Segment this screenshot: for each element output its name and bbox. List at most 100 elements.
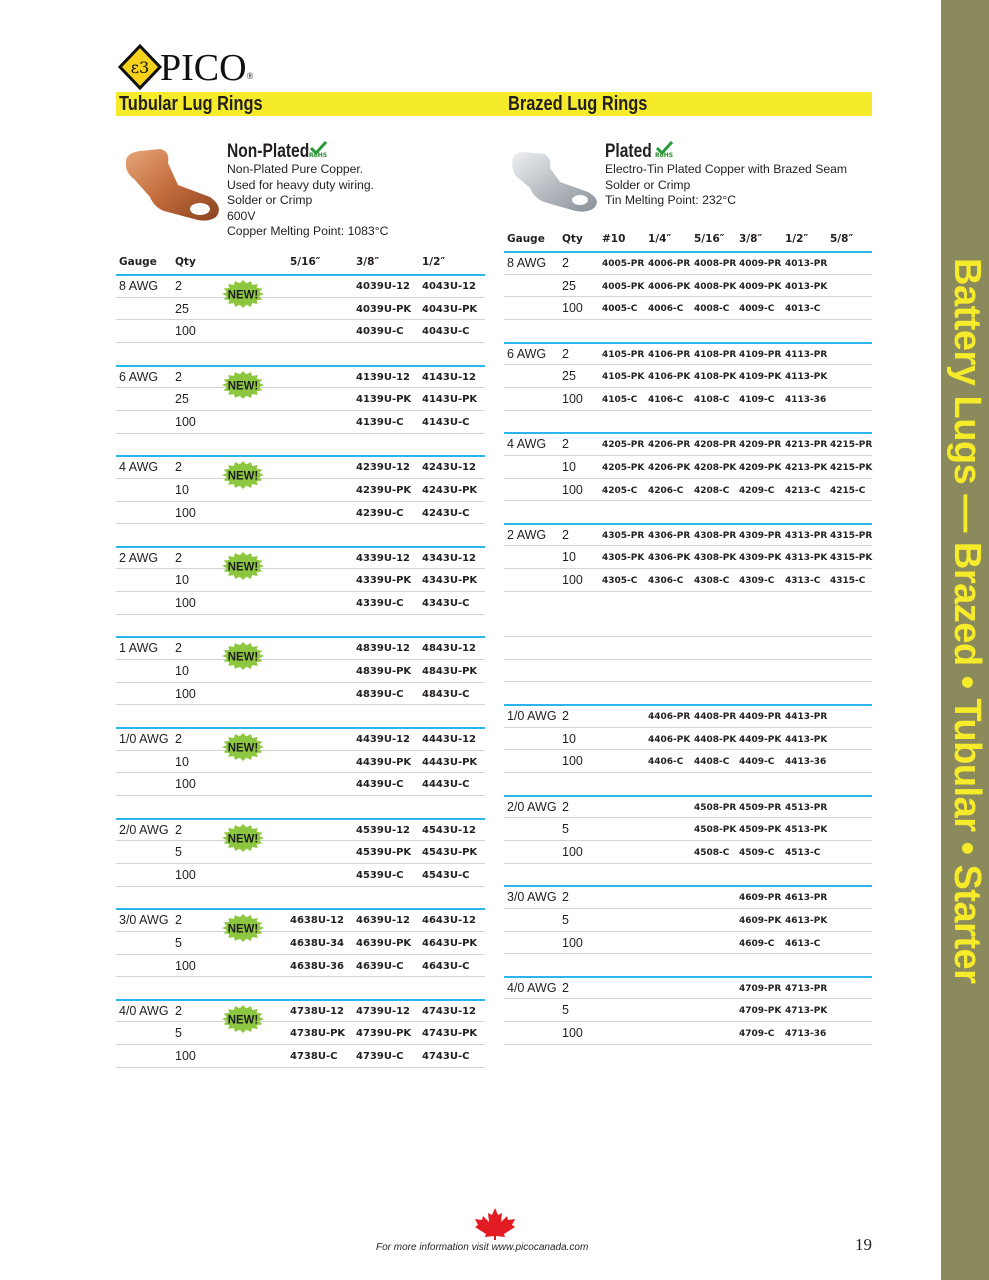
part-number: 4313-C bbox=[785, 576, 821, 587]
row-divider bbox=[116, 568, 485, 570]
part-number: 4413-PR bbox=[785, 712, 828, 722]
row-divider bbox=[116, 704, 485, 706]
qty-cell: 2 bbox=[175, 822, 182, 837]
part-number: 4739U-C bbox=[356, 1051, 404, 1063]
row-divider bbox=[504, 477, 872, 479]
part-number: 4043U-12 bbox=[422, 281, 477, 292]
column-header: Gauge bbox=[119, 256, 157, 268]
part-number: 4439U-C bbox=[356, 779, 404, 791]
row-divider bbox=[504, 726, 872, 728]
part-number: 4408-PR bbox=[694, 712, 737, 722]
sidebar-band: Battery Lugs — Brazed • Tubular • Starte… bbox=[941, 0, 989, 1280]
row-divider bbox=[504, 568, 872, 570]
part-number: 4639U-12 bbox=[356, 915, 411, 927]
new-badge: NEW! bbox=[221, 370, 265, 400]
row-divider bbox=[116, 387, 485, 389]
part-number: 4039U-C bbox=[356, 326, 404, 338]
part-number: 4006-PR bbox=[648, 259, 691, 269]
gauge-cell: 3/0 AWG bbox=[119, 913, 169, 928]
rohs-icon: RoHS bbox=[308, 140, 328, 160]
row-divider bbox=[504, 590, 872, 592]
gauge-cell: 4 AWG bbox=[507, 437, 547, 452]
row-divider bbox=[504, 771, 872, 773]
group-rule bbox=[504, 251, 872, 253]
new-badge: NEW! bbox=[221, 913, 265, 943]
part-number: 4113-PK bbox=[785, 372, 828, 383]
part-number: 4139U-PK bbox=[356, 394, 412, 406]
part-number: 4309-C bbox=[739, 576, 775, 587]
part-number: 4739U-12 bbox=[356, 1005, 411, 1017]
part-number: 4208-C bbox=[694, 485, 730, 496]
row-divider bbox=[116, 840, 485, 842]
row-divider bbox=[504, 545, 872, 547]
qty-cell: 2 bbox=[175, 550, 182, 565]
qty-cell: 100 bbox=[175, 686, 196, 701]
group-rule bbox=[116, 998, 485, 1001]
part-number: 4043U-PK bbox=[422, 303, 478, 315]
part-number: 4106-C bbox=[648, 394, 684, 405]
qty-cell: 100 bbox=[562, 301, 583, 316]
row-divider bbox=[504, 681, 872, 683]
footer-text: For more information visit www.picocanad… bbox=[376, 1242, 589, 1253]
row-divider bbox=[504, 386, 872, 388]
qty-cell: 5 bbox=[175, 845, 182, 860]
row-divider bbox=[116, 1044, 485, 1046]
row-divider bbox=[504, 364, 872, 366]
gauge-cell: 2/0 AWG bbox=[119, 822, 169, 837]
part-number: 4139U-C bbox=[356, 416, 404, 428]
group-rule bbox=[504, 885, 872, 888]
part-number: 4406-PK bbox=[648, 734, 691, 745]
gauge-cell: 6 AWG bbox=[119, 369, 159, 384]
part-number: 4013-PR bbox=[785, 259, 828, 269]
qty-cell: 2 bbox=[175, 1003, 182, 1018]
part-number: 4205-PR bbox=[602, 440, 645, 451]
part-number: 4709-C bbox=[739, 1029, 775, 1040]
part-number: 4308-PK bbox=[694, 553, 737, 564]
part-number: 4139U-12 bbox=[356, 371, 411, 383]
row-divider bbox=[116, 296, 485, 298]
qty-cell: 2 bbox=[175, 279, 182, 293]
gauge-cell: 4 AWG bbox=[119, 460, 159, 475]
qty-cell: 10 bbox=[175, 482, 189, 497]
group-rule bbox=[116, 727, 485, 729]
part-number: 4243U-PK bbox=[422, 484, 478, 496]
pico-logo: ε3 bbox=[118, 44, 258, 92]
part-number: 4443U-C bbox=[422, 779, 470, 791]
part-number: 4305-PK bbox=[602, 553, 645, 564]
part-number: 4638U-12 bbox=[290, 915, 345, 927]
part-number: 4613-C bbox=[785, 938, 821, 949]
part-number: 4439U-PK bbox=[356, 756, 412, 768]
svg-text:NEW!: NEW! bbox=[228, 922, 258, 935]
gauge-cell: 8 AWG bbox=[507, 256, 547, 270]
part-number: 4638U-36 bbox=[290, 960, 345, 972]
part-number: 4108-PR bbox=[694, 349, 737, 360]
part-number: 4313-PK bbox=[785, 553, 828, 564]
part-number: 4208-PR bbox=[694, 440, 737, 451]
svg-text:NEW!: NEW! bbox=[228, 379, 258, 392]
column-header: Qty bbox=[562, 233, 583, 245]
qty-cell: 5 bbox=[562, 912, 569, 927]
gauge-cell: 1/0 AWG bbox=[507, 709, 557, 723]
row-divider bbox=[116, 862, 485, 864]
qty-cell: 100 bbox=[562, 844, 583, 859]
part-number: 4008-C bbox=[694, 304, 730, 315]
qty-cell: 100 bbox=[175, 596, 196, 611]
part-number: 4539U-C bbox=[356, 869, 404, 881]
part-number: 4709-PR bbox=[739, 983, 782, 994]
qty-cell: 100 bbox=[562, 935, 583, 950]
part-number: 4305-C bbox=[602, 576, 638, 587]
svg-text:NEW!: NEW! bbox=[228, 469, 258, 482]
row-divider bbox=[116, 1021, 485, 1023]
part-number: 4843U-PK bbox=[422, 666, 478, 678]
section-header-tubular: Tubular Lug Rings bbox=[116, 92, 494, 116]
part-number: 4213-PR bbox=[785, 440, 828, 451]
part-number: 4639U-C bbox=[356, 960, 404, 972]
part-number: 4315-PR bbox=[830, 530, 873, 541]
column-header: 5/8″ bbox=[830, 233, 854, 245]
pico-logo-text: PICO® bbox=[160, 47, 254, 89]
part-number: 4208-PK bbox=[694, 462, 737, 473]
gauge-cell: 3/0 AWG bbox=[507, 890, 557, 905]
part-number: 4205-C bbox=[602, 485, 638, 496]
part-number: 4513-PR bbox=[785, 802, 828, 813]
part-number: 4039U-PK bbox=[356, 303, 412, 315]
